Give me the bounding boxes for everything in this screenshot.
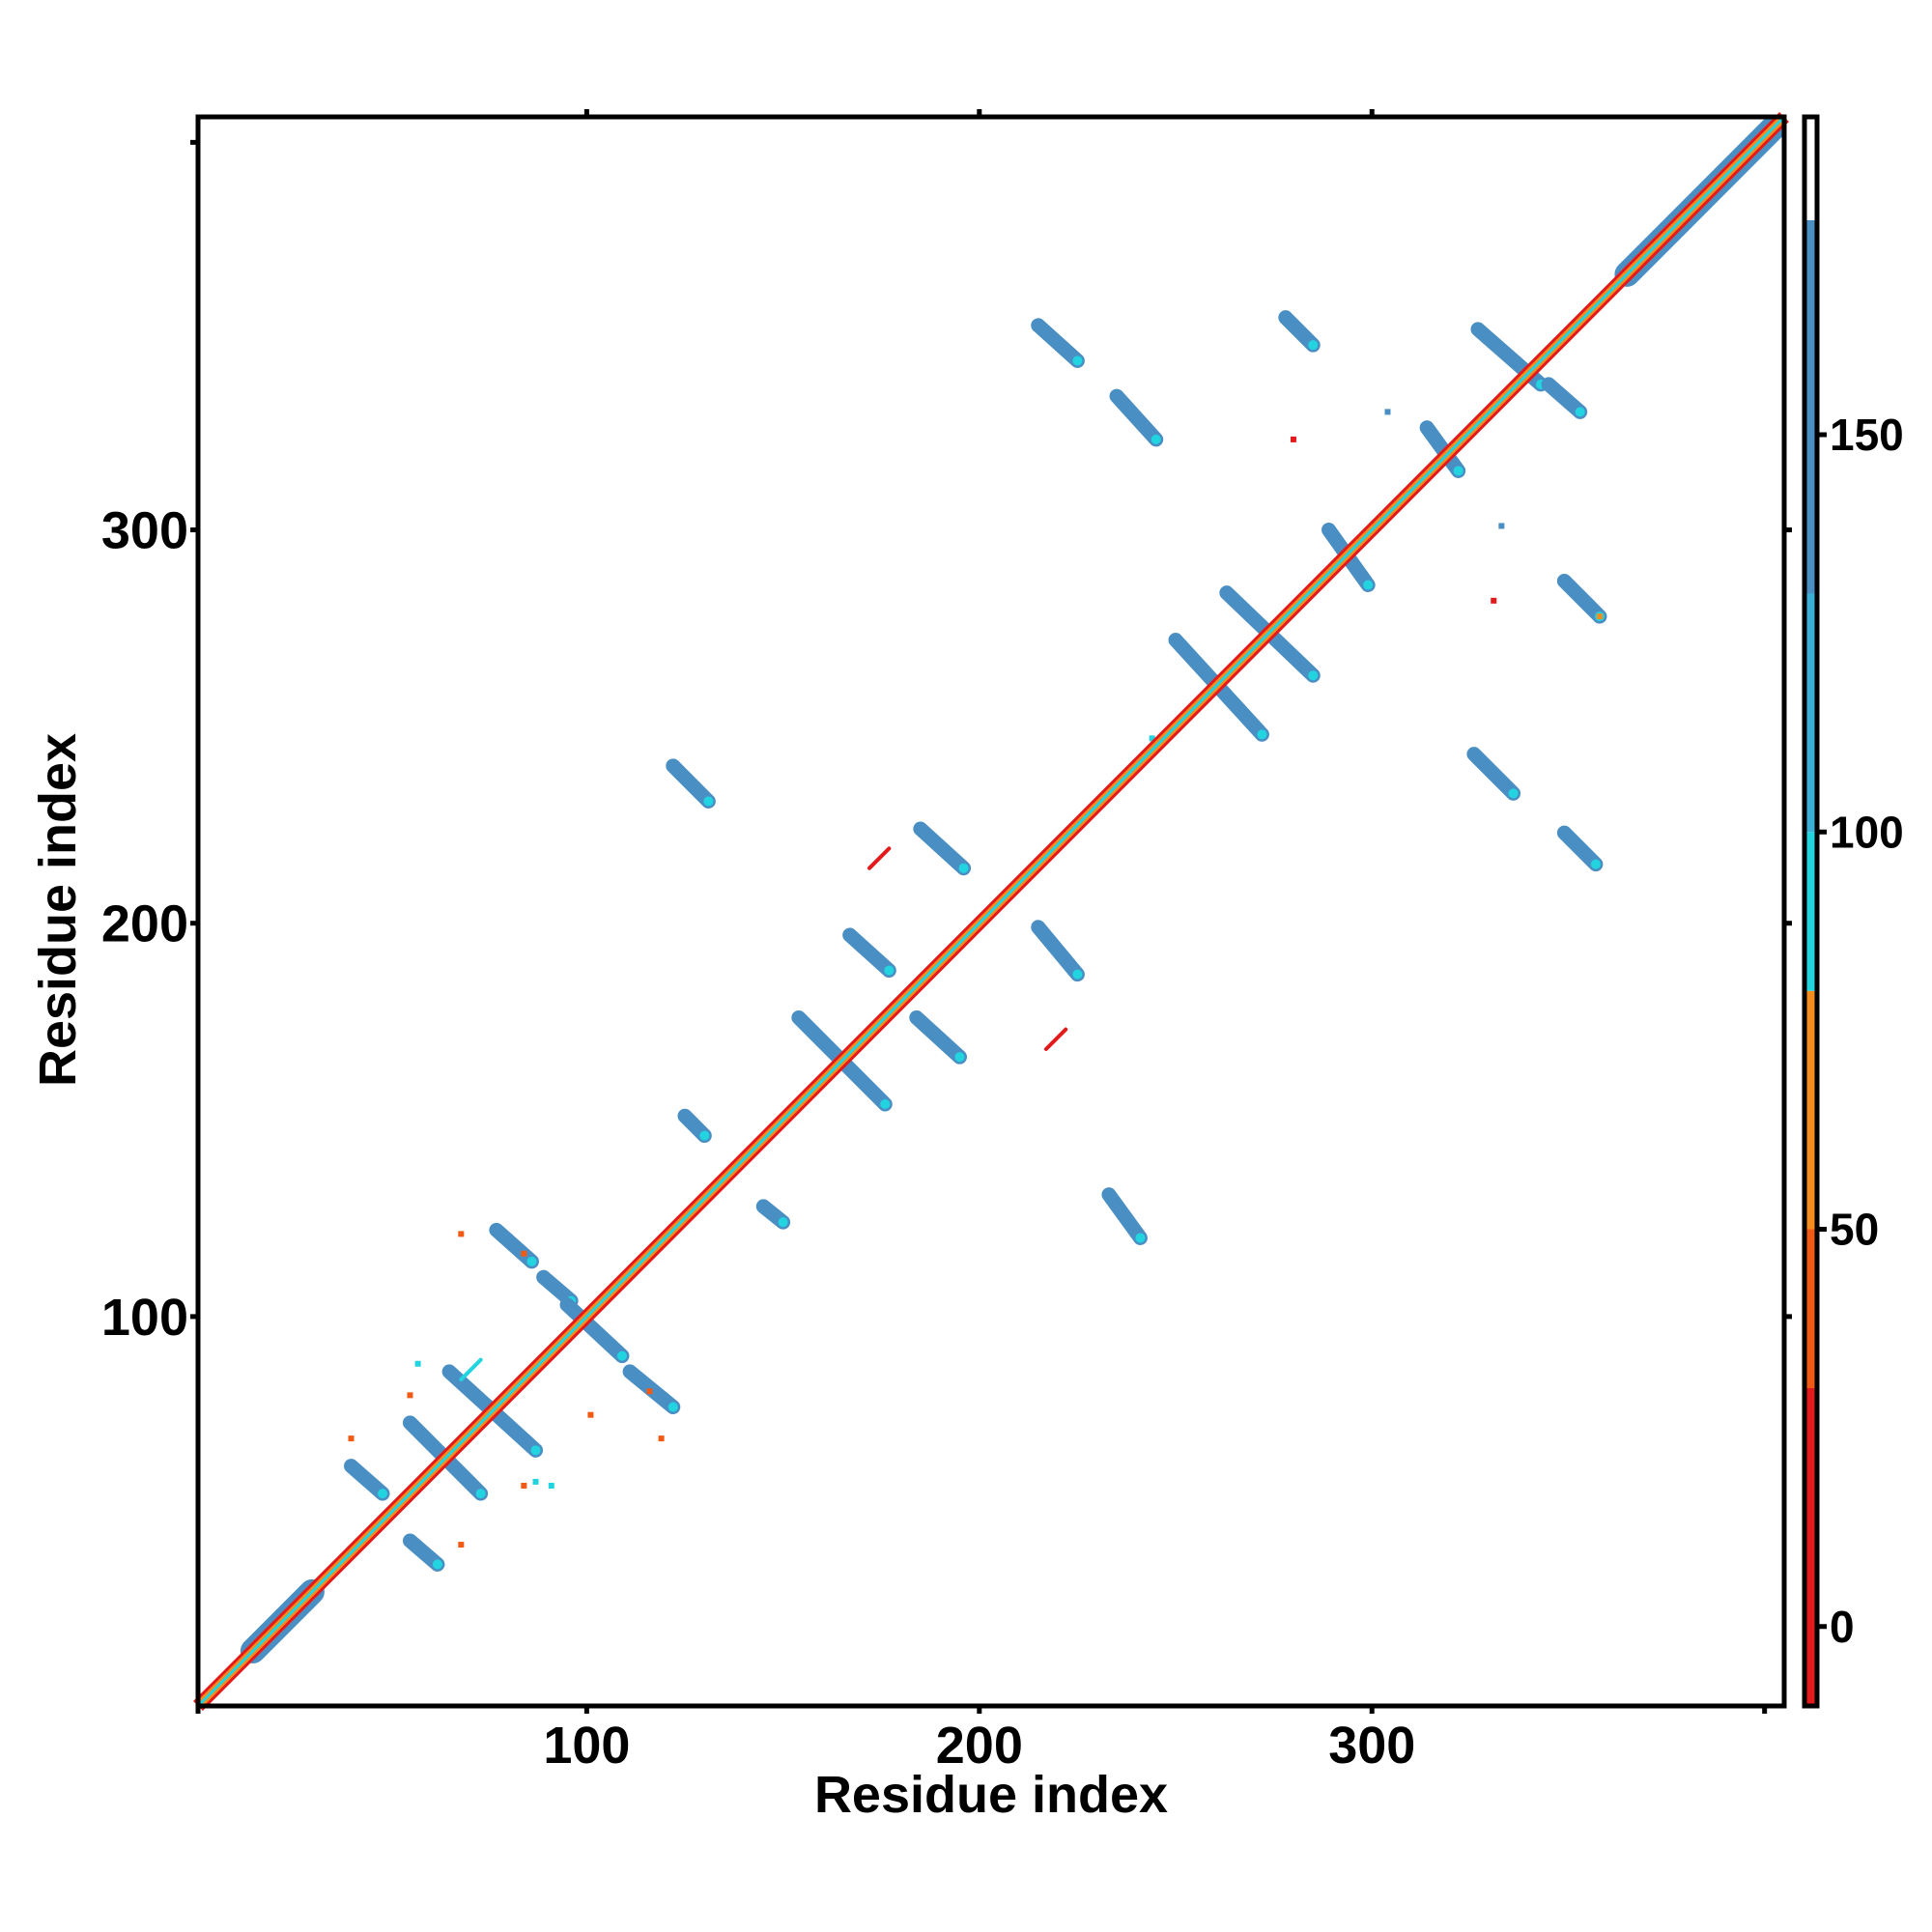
y-axis-title: Residue index — [29, 733, 87, 1087]
contact-segment-end — [1363, 580, 1374, 590]
colorbar-band — [1804, 219, 1817, 594]
contact-point — [1596, 613, 1603, 620]
contact-segment-end — [703, 796, 714, 807]
contact-segment-end — [1257, 729, 1267, 740]
contact-segment — [1101, 1187, 1148, 1245]
contact-segment-end — [1575, 407, 1585, 417]
diagonal-line — [196, 115, 1786, 1708]
contact-point — [658, 1435, 665, 1442]
contact-segment-end — [1151, 434, 1161, 444]
contact-segment — [536, 1269, 579, 1309]
contact-point — [521, 1482, 527, 1489]
contact-point — [1149, 735, 1155, 742]
contact-point — [1290, 436, 1296, 442]
contact-segment-end — [954, 1052, 965, 1063]
contact-segment-end — [668, 1402, 678, 1412]
contact-point — [521, 1250, 527, 1257]
colorbar-ticks: 0 50 100 150 — [1817, 410, 1904, 1652]
y-axis-ticks: 100 200 300 — [101, 139, 1792, 1347]
contact-point — [1491, 597, 1497, 604]
colorbar-band — [1804, 832, 1817, 991]
contact-segment-end — [378, 1489, 388, 1499]
contact-layer — [344, 310, 1607, 1572]
contact-point — [458, 1542, 465, 1548]
contact-segment — [1556, 825, 1604, 872]
contact-segment — [666, 758, 716, 809]
contact-segment-end — [1135, 1233, 1146, 1243]
contact-segment — [1541, 377, 1588, 419]
contact-point — [548, 1482, 554, 1489]
contact-point — [348, 1435, 355, 1442]
contact-segment — [1031, 920, 1085, 982]
contact-segment — [1043, 1027, 1068, 1052]
contact-segment-end — [475, 1489, 486, 1499]
contact-segment-end — [1308, 670, 1319, 681]
contact-point — [587, 1411, 594, 1418]
contact-segment — [842, 927, 896, 979]
colorbar-band — [1804, 1229, 1817, 1388]
contact-point — [1498, 523, 1505, 529]
contact-point — [458, 1231, 465, 1237]
contact-segment-end — [530, 1445, 541, 1456]
colorbar-frame — [1802, 114, 1820, 1709]
contact-segment-end — [526, 1256, 537, 1266]
colorbar-band — [1804, 1388, 1817, 1706]
y-tick-label: 200 — [101, 895, 188, 953]
contact-segment — [1466, 747, 1521, 801]
contact-segment-end — [1508, 788, 1519, 799]
contact-segment-end — [884, 965, 895, 976]
contact-segment — [344, 1459, 390, 1501]
contact-segment-end — [1590, 859, 1601, 869]
contact-segment-end — [1308, 340, 1319, 351]
x-tick-label: 100 — [543, 1717, 630, 1775]
contact-segment — [867, 846, 892, 870]
x-axis-ticks: 100 200 300 — [195, 109, 1768, 1775]
contact-segment — [1419, 420, 1466, 478]
contact-segment-end — [1072, 969, 1083, 980]
colorbar-tick-label: 50 — [1830, 1205, 1879, 1255]
contact-segment-end — [1072, 355, 1083, 366]
contact-segment — [459, 1357, 483, 1382]
contact-segment-end — [616, 1350, 627, 1361]
contact-segment — [1031, 318, 1085, 368]
colorbar-tick-label: 100 — [1830, 807, 1904, 857]
colorbar — [1804, 117, 1817, 1706]
contact-segment — [1556, 573, 1607, 624]
contact-segment — [402, 1533, 445, 1572]
contact-point — [407, 1392, 413, 1399]
contact-point — [1384, 409, 1391, 415]
contact-segment-end — [1453, 466, 1463, 476]
colorbar-tick-label: 150 — [1830, 410, 1904, 460]
contact-segment-end — [778, 1217, 788, 1228]
x-axis-title: Residue index — [814, 1766, 1168, 1824]
contact-segment-end — [958, 863, 969, 873]
contact-segment — [1109, 388, 1164, 447]
colorbar-band — [1804, 593, 1817, 833]
contact-segment — [909, 1009, 967, 1065]
x-tick-label: 200 — [936, 1717, 1023, 1775]
plot-frame — [195, 114, 1787, 1709]
colorbar-tick-label: 0 — [1830, 1602, 1855, 1652]
contact-segment-end — [880, 1099, 891, 1110]
contact-point — [414, 1360, 421, 1367]
y-tick-label: 300 — [101, 502, 188, 560]
colorbar-band — [1804, 990, 1817, 1230]
diagonal-band — [193, 112, 1789, 1711]
contact-segment-end — [432, 1559, 442, 1570]
contact-point — [532, 1478, 539, 1485]
x-tick-label: 300 — [1328, 1717, 1415, 1775]
colorbar-band — [1804, 117, 1817, 220]
contact-segment — [913, 821, 972, 876]
contact-segment — [1278, 310, 1321, 353]
contact-point — [646, 1388, 653, 1395]
contact-segment-end — [699, 1130, 710, 1141]
contact-segment — [559, 1297, 630, 1364]
y-tick-label: 100 — [101, 1289, 188, 1347]
